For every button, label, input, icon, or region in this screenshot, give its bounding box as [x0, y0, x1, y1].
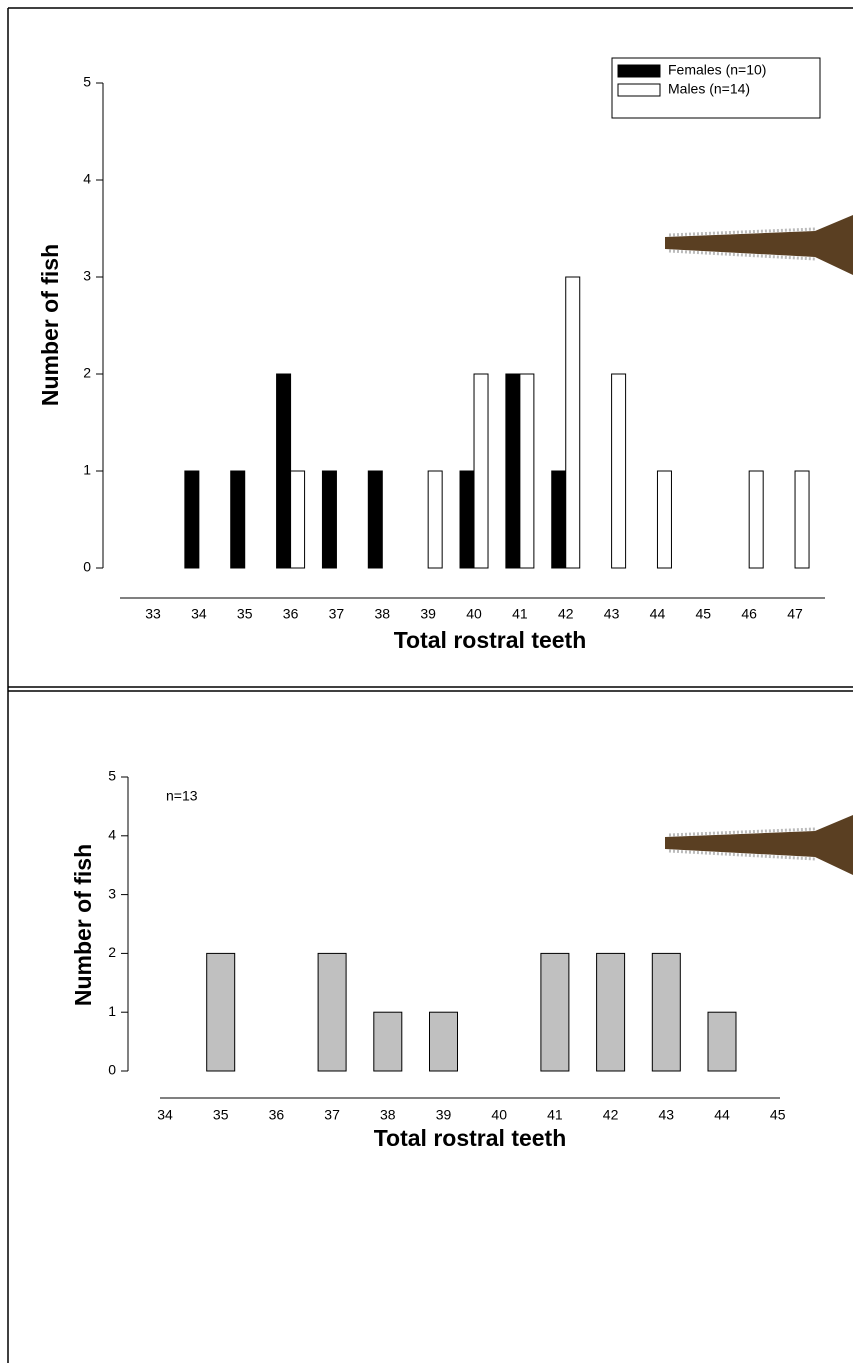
x-axis-label: Total rostral teeth [394, 627, 587, 653]
bar [459, 470, 475, 569]
bar [551, 470, 567, 569]
y-tick-label: 3 [83, 268, 91, 284]
x-tick-label: 39 [436, 1107, 452, 1123]
bar [656, 470, 672, 569]
y-tick-label: 2 [83, 365, 91, 381]
bar [596, 952, 626, 1072]
x-tick-label: 44 [650, 606, 666, 622]
x-tick-label: 40 [466, 606, 482, 622]
y-tick-label: 4 [83, 171, 91, 187]
x-tick-label: 44 [714, 1107, 730, 1123]
x-tick-label: 43 [659, 1107, 675, 1123]
x-tick-label: 36 [283, 606, 299, 622]
x-tick-label: 37 [329, 606, 345, 622]
bar [290, 470, 306, 569]
x-tick-label: 41 [547, 1107, 563, 1123]
bar [505, 373, 521, 569]
bar [794, 470, 810, 569]
bar [230, 470, 246, 569]
bar [206, 952, 236, 1072]
x-tick-label: 34 [191, 606, 207, 622]
x-tick-label: 34 [157, 1107, 173, 1123]
rostrum-image [665, 215, 853, 275]
bar [611, 373, 627, 569]
x-axis-label: Total rostral teeth [374, 1125, 567, 1151]
bar [519, 373, 535, 569]
bar [707, 1011, 737, 1072]
y-tick-label: 1 [108, 1003, 116, 1019]
bar [429, 1011, 458, 1072]
y-tick-label: 0 [83, 559, 91, 575]
bar [367, 470, 383, 569]
x-tick-label: 35 [237, 606, 253, 622]
bar [565, 276, 581, 569]
bar [748, 470, 764, 569]
x-tick-label: 40 [491, 1107, 507, 1123]
bar [473, 373, 489, 569]
legend-label: Males (n=14) [668, 81, 750, 97]
y-tick-label: 2 [108, 944, 116, 960]
bar [373, 1011, 403, 1072]
bar [540, 952, 570, 1072]
x-tick-label: 45 [696, 606, 712, 622]
rostrum-image [665, 815, 853, 875]
y-axis-label: Number of fish [37, 244, 63, 406]
x-tick-label: 33 [145, 606, 161, 622]
bar [321, 470, 337, 569]
bar [276, 373, 292, 569]
x-tick-label: 45 [770, 1107, 786, 1123]
y-tick-label: 4 [108, 827, 116, 843]
x-tick-label: 39 [420, 606, 436, 622]
x-tick-label: 37 [324, 1107, 340, 1123]
y-axis-label: Number of fish [70, 844, 96, 1006]
legend-swatch [617, 64, 661, 78]
bar [427, 470, 443, 569]
bar [184, 470, 200, 569]
x-tick-label: 41 [512, 606, 528, 622]
x-tick-label: 38 [380, 1107, 396, 1123]
y-tick-label: 0 [108, 1062, 116, 1078]
bar [317, 952, 347, 1072]
y-tick-label: 1 [83, 462, 91, 478]
y-tick-label: 5 [108, 768, 116, 784]
y-tick-label: 3 [108, 885, 116, 901]
x-tick-label: 46 [741, 606, 757, 622]
x-tick-label: 35 [213, 1107, 229, 1123]
bar [651, 952, 681, 1072]
legend-label: Females (n=10) [668, 62, 766, 78]
x-tick-label: 42 [558, 606, 574, 622]
x-tick-label: 38 [375, 606, 391, 622]
annotation: n=13 [166, 788, 198, 804]
x-tick-label: 43 [604, 606, 620, 622]
x-tick-label: 36 [269, 1107, 285, 1123]
x-tick-label: 42 [603, 1107, 619, 1123]
x-tick-label: 47 [787, 606, 803, 622]
y-tick-label: 5 [83, 74, 91, 90]
legend-swatch [617, 83, 661, 97]
